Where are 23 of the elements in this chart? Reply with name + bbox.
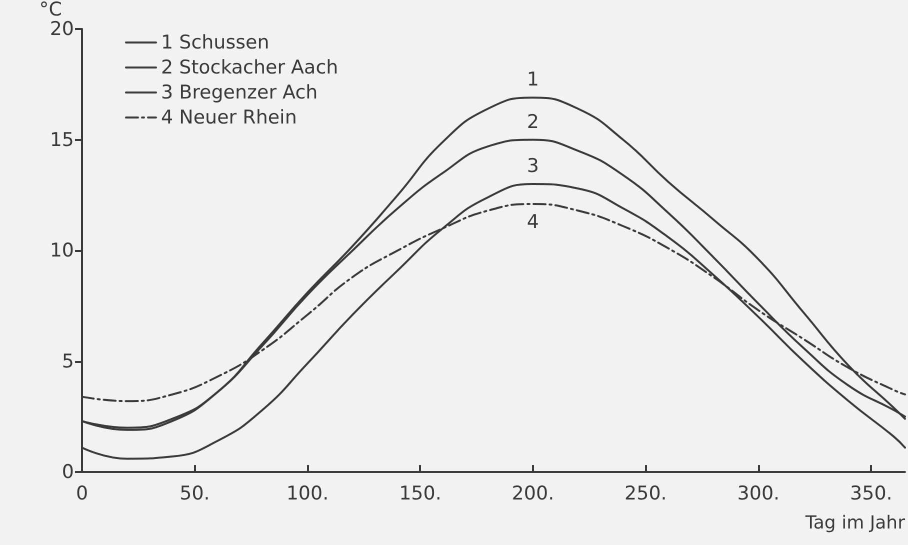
y-tick-label: 5: [62, 350, 74, 372]
x-tick-label: 250.: [624, 482, 667, 504]
x-tick-label: 50.: [180, 482, 210, 504]
x-axis-title: Tag im Jahr: [804, 512, 906, 534]
legend-label: 2 Stockacher Aach: [161, 56, 338, 78]
x-tick-label: 350.: [850, 482, 892, 504]
x-tick-label: 150.: [399, 482, 442, 504]
annotation: 1: [526, 68, 540, 91]
y-tick-label: 0: [62, 461, 74, 483]
y-tick-label: 10: [50, 240, 74, 262]
legend-label: 3 Bregenzer Ach: [161, 82, 318, 104]
annotation: 4: [526, 210, 540, 233]
annotation: 3: [526, 155, 540, 178]
x-tick-label: 300.: [737, 482, 780, 504]
annotation: 2: [526, 110, 540, 133]
legend-label: 1 Schussen: [161, 32, 270, 54]
x-tick-label: 100.: [286, 482, 329, 504]
x-tick-label: 200.: [512, 482, 554, 504]
x-tick-label: 0: [76, 482, 88, 504]
y-tick-label: 15: [50, 128, 74, 151]
legend-label: 4 Neuer Rhein: [161, 106, 297, 128]
y-axis-title: °C: [39, 0, 62, 20]
y-tick-label: 20: [50, 18, 74, 40]
